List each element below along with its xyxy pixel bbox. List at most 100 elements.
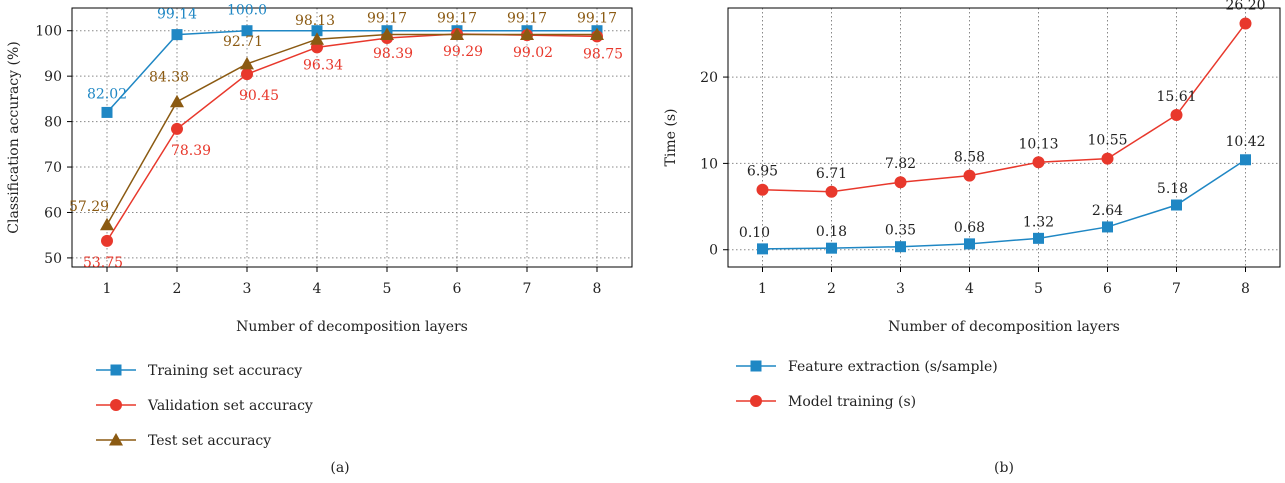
legend-marker xyxy=(750,395,762,407)
data-label: 0.18 xyxy=(816,224,847,240)
data-label: 1.32 xyxy=(1023,214,1054,230)
data-label: 99.17 xyxy=(437,10,477,26)
y-tick-label: 0 xyxy=(709,243,718,259)
x-tick-label: 5 xyxy=(1034,281,1043,297)
data-point xyxy=(380,27,394,40)
legend-marker xyxy=(110,399,122,411)
legend-entry: Feature extraction (s/sample) xyxy=(788,359,998,375)
data-point xyxy=(756,183,769,196)
data-label: 10.42 xyxy=(1225,134,1265,150)
data-label: 10.13 xyxy=(1018,136,1058,152)
series-line-0 xyxy=(106,29,597,113)
data-point xyxy=(1171,199,1182,211)
x-tick-label: 4 xyxy=(965,281,974,297)
x-tick-label: 1 xyxy=(758,281,767,297)
data-point xyxy=(240,56,254,70)
data-label: 92.71 xyxy=(223,34,263,50)
data-point xyxy=(826,242,837,254)
x-tick-label: 2 xyxy=(827,281,836,297)
series-line-0 xyxy=(762,159,1246,250)
data-label: 10.55 xyxy=(1087,133,1127,149)
data-point xyxy=(101,106,113,118)
series-line-1 xyxy=(762,23,1247,193)
series-line-1 xyxy=(106,33,598,242)
x-tick-label: 3 xyxy=(896,281,905,297)
x-tick-label: 8 xyxy=(1241,281,1250,297)
data-point xyxy=(964,238,975,250)
x-tick-label: 6 xyxy=(1103,281,1112,297)
x-tick-label: 7 xyxy=(523,281,532,297)
data-label: 98.39 xyxy=(373,46,413,62)
data-label: 98.13 xyxy=(295,13,335,29)
data-label: 2.64 xyxy=(1092,203,1123,219)
series-line-2 xyxy=(106,33,597,226)
data-label: 5.18 xyxy=(1157,181,1188,197)
data-label: 99.17 xyxy=(577,10,617,26)
x-tick-label: 4 xyxy=(313,281,322,297)
legend-entry: Model training (s) xyxy=(788,394,916,410)
data-point xyxy=(963,169,976,182)
data-label: 78.39 xyxy=(171,143,211,159)
y-tick-label: 70 xyxy=(44,160,62,176)
data-label: 96.34 xyxy=(303,57,343,73)
x-tick-label: 8 xyxy=(593,281,602,297)
data-label: 82.02 xyxy=(87,86,127,102)
data-point xyxy=(170,94,184,108)
y-tick-label: 80 xyxy=(44,115,62,131)
data-label: 6.71 xyxy=(816,166,847,182)
data-point xyxy=(757,243,768,255)
y-tick-label: 90 xyxy=(44,69,62,85)
data-label: 84.38 xyxy=(149,70,189,86)
data-label: 26.20 xyxy=(1225,0,1265,14)
data-label: 99.17 xyxy=(507,10,547,26)
legend-marker xyxy=(109,433,123,446)
x-tick-label: 5 xyxy=(383,281,392,297)
data-point xyxy=(895,241,906,253)
data-point xyxy=(450,27,464,40)
data-point xyxy=(1239,17,1252,30)
y-tick-label: 60 xyxy=(44,205,62,221)
legend-entry: Validation set accuracy xyxy=(147,398,313,414)
data-label: 6.95 xyxy=(747,164,778,180)
data-point xyxy=(1170,108,1183,121)
data-label: 99.02 xyxy=(513,45,553,61)
data-label: 53.75 xyxy=(83,255,123,271)
panel-label: (a) xyxy=(330,460,349,476)
x-tick-label: 6 xyxy=(453,281,462,297)
data-label: 7.82 xyxy=(885,156,916,172)
plot-frame xyxy=(71,7,633,268)
data-point xyxy=(825,185,838,198)
data-point xyxy=(1033,232,1044,244)
data-point xyxy=(520,27,534,40)
data-label: 8.58 xyxy=(954,150,985,166)
y-tick-label: 100 xyxy=(35,24,62,40)
x-tick-label: 1 xyxy=(103,281,112,297)
legend-entry: Training set accuracy xyxy=(148,363,302,379)
legend-marker xyxy=(750,360,762,372)
panel-label: (b) xyxy=(994,460,1014,476)
data-point xyxy=(241,68,253,81)
legend-marker xyxy=(110,364,122,376)
legend-entry: Test set accuracy xyxy=(148,433,271,449)
data-point xyxy=(1032,156,1045,169)
data-label: 99.17 xyxy=(367,10,407,26)
data-label: 100.0 xyxy=(227,3,267,19)
x-axis-label: Number of decomposition layers xyxy=(888,319,1120,335)
data-point xyxy=(1240,154,1251,166)
data-point xyxy=(1101,152,1114,165)
data-label: 0.10 xyxy=(739,225,770,241)
data-point xyxy=(171,29,183,41)
chart-panel-a: 1 2 3 4 5 6 7 8 50 60 70 80 90 100 Number of decomposi… xyxy=(6,3,633,476)
data-point xyxy=(311,25,323,37)
data-point xyxy=(100,217,114,231)
data-label: 90.45 xyxy=(239,88,279,104)
y-axis-label: Time (s) xyxy=(663,109,679,167)
x-tick-label: 3 xyxy=(243,281,252,297)
data-label: 99.14 xyxy=(157,7,197,23)
data-point xyxy=(310,32,324,45)
data-point xyxy=(101,234,113,247)
data-label: 0.35 xyxy=(885,223,916,239)
data-point xyxy=(171,122,183,135)
data-label: 0.68 xyxy=(954,220,985,236)
